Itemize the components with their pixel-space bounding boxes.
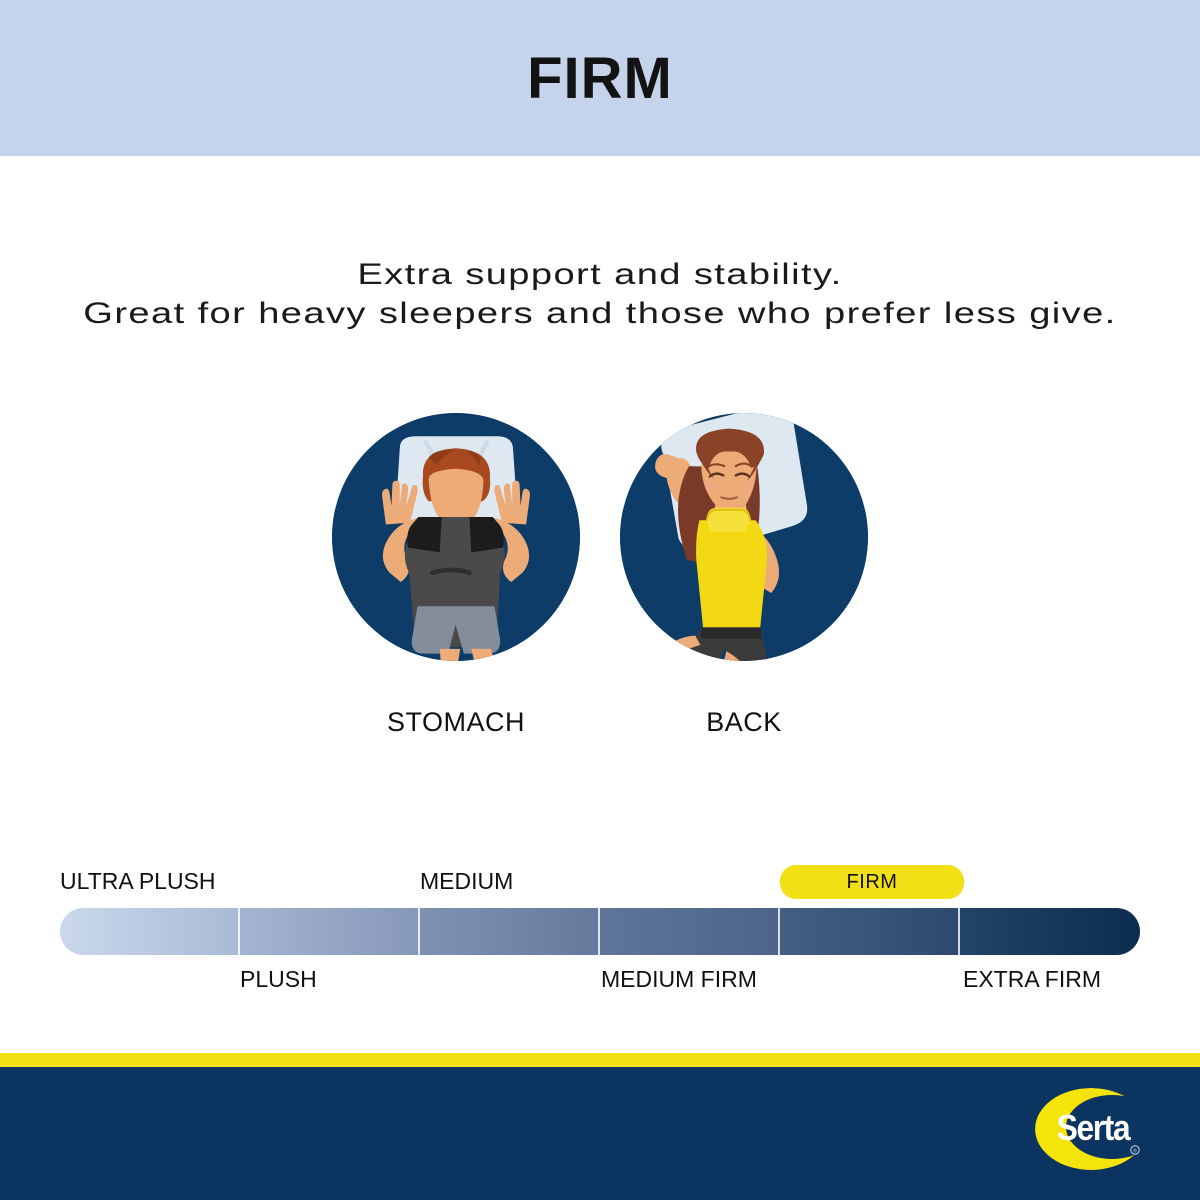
svg-text:®: ® [1133, 1147, 1137, 1154]
svg-text:Serta: Serta [1057, 1108, 1132, 1148]
